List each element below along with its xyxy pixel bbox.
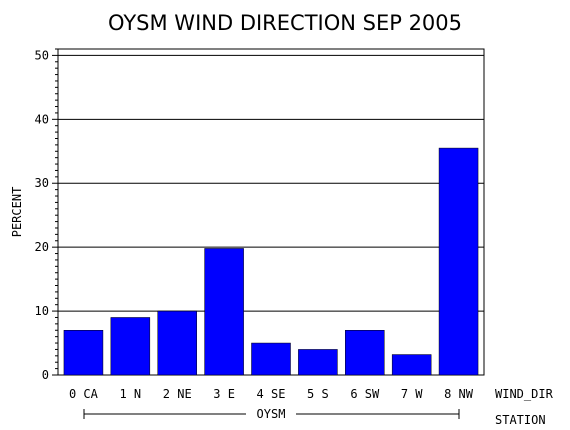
x-axis-label: WIND_DIR <box>495 387 554 401</box>
category-label-3: 3 E <box>213 387 235 401</box>
bar-3 <box>204 248 244 376</box>
category-label-0: 0 CA <box>69 387 99 401</box>
bar-7 <box>391 354 432 376</box>
y-tick-label-4: 40 <box>35 112 49 126</box>
y-tick-label-0: 0 <box>42 368 49 382</box>
category-label-7: 7 W <box>401 387 423 401</box>
category-label-5: 5 S <box>307 387 329 401</box>
y-tick-label-2: 20 <box>35 240 49 254</box>
bars <box>63 147 479 376</box>
category-label-6: 6 SW <box>350 387 380 401</box>
y-axis-label: PERCENT <box>10 187 24 238</box>
y-tick-label-3: 30 <box>35 176 49 190</box>
y-tick-label-5: 50 <box>35 48 49 62</box>
y-axis-ticks: 0 10 20 30 40 50 <box>35 48 58 382</box>
category-label-2: 2 NE <box>163 387 192 401</box>
category-label-4: 4 SE <box>257 387 286 401</box>
group-label-backdrop <box>246 406 296 422</box>
bar-0 <box>63 330 104 376</box>
category-label-8: 8 NW <box>444 387 474 401</box>
bar-2 <box>157 310 197 376</box>
group-name-label: OYSM <box>257 407 286 421</box>
bar-6 <box>345 330 385 376</box>
gridlines <box>58 54 484 312</box>
chart-title: OYSM WIND DIRECTION SEP 2005 <box>108 11 462 35</box>
y-tick-label-1: 10 <box>35 304 49 318</box>
bar-4 <box>251 342 291 376</box>
x-axis-categories: 0 CA 1 N 2 NE 3 E 4 SE 5 S 6 SW 7 W 8 NW <box>69 387 474 401</box>
bar-8 <box>438 147 479 376</box>
group-axis-label: STATION <box>495 413 546 427</box>
category-label-1: 1 N <box>119 387 141 401</box>
bar-5 <box>298 349 338 376</box>
bar-1 <box>110 317 151 376</box>
